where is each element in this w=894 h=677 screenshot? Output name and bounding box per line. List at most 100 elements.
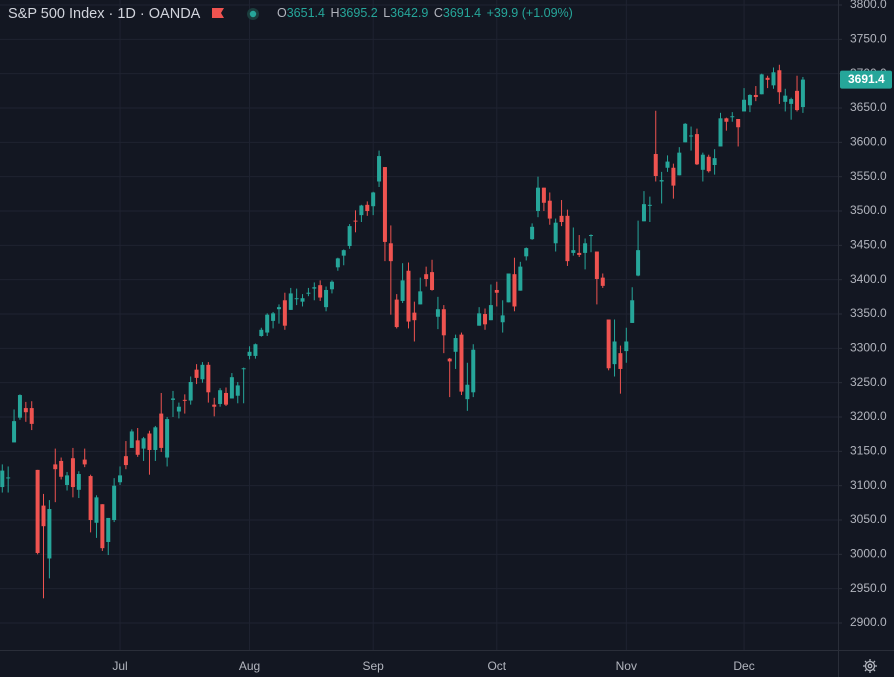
flag-icon[interactable] [212, 8, 224, 18]
candle-body [588, 235, 593, 237]
x-tick-label: Dec [733, 659, 754, 673]
candle-body [112, 485, 117, 521]
candle-body [624, 341, 629, 352]
y-tick-label: 3450.0 [850, 238, 887, 252]
candle-body [318, 285, 323, 298]
candle-body [276, 307, 281, 310]
candle-body [671, 167, 676, 186]
y-tick-label: 2900.0 [850, 615, 887, 629]
candle-body [282, 300, 287, 326]
y-tick-label: 3500.0 [850, 203, 887, 217]
candle-body [771, 72, 776, 86]
candle-body [583, 243, 588, 253]
high-label: H [330, 6, 339, 20]
candle-body [759, 74, 764, 95]
axes: 3800.03750.03700.03650.03600.03550.03500… [112, 0, 892, 673]
candle-body [106, 517, 111, 542]
candle-body [12, 421, 17, 443]
candle-body [288, 293, 293, 310]
candle-body [594, 251, 599, 279]
candle-body [683, 123, 688, 143]
candle-body [271, 313, 276, 321]
candle-body [730, 116, 735, 118]
candle-body [53, 464, 58, 470]
candle-body [223, 392, 228, 405]
candle-body [65, 475, 70, 485]
candle-body [388, 243, 393, 262]
y-tick-label: 3400.0 [850, 272, 887, 286]
candle-body [218, 390, 223, 404]
open-value: 3651.4 [287, 6, 325, 20]
candle-body [182, 399, 187, 401]
candle-body [171, 398, 176, 400]
change-value: +39.9 (+1.09%) [487, 6, 573, 20]
symbol-title: S&P 500 Index · 1D · OANDA [8, 6, 201, 22]
candle-body [100, 504, 105, 549]
candle-body [742, 99, 747, 112]
close-label: C [434, 6, 443, 20]
candle-body [165, 419, 170, 458]
candle-body [636, 250, 641, 276]
candle-body [412, 312, 417, 321]
candle-body [247, 351, 252, 356]
candle-body [353, 220, 358, 222]
candle-body [483, 314, 488, 325]
candle-body [394, 299, 399, 328]
candle-body [541, 187, 546, 203]
candle-body [23, 408, 28, 413]
candle-body [606, 319, 611, 369]
candle-body [118, 475, 123, 483]
candle-body [406, 270, 411, 322]
candle-body [465, 384, 470, 400]
candle-body [441, 309, 446, 336]
candle-body [94, 497, 99, 523]
candle-body [653, 154, 658, 176]
candle-body [259, 329, 264, 336]
candle-body [518, 266, 523, 291]
y-tick-label: 3550.0 [850, 169, 887, 183]
candle-body [477, 313, 482, 326]
settings-icon[interactable] [863, 659, 877, 673]
candle-body [435, 309, 440, 317]
candle-body [795, 90, 800, 111]
candle-body [641, 204, 646, 222]
candle-body [188, 381, 193, 401]
candle-body [123, 456, 128, 466]
candle-body [530, 226, 535, 240]
status-dot [249, 10, 257, 18]
y-tick-label: 3750.0 [850, 32, 887, 46]
candle-body [577, 252, 582, 255]
last-price-tag [840, 70, 892, 89]
y-tick-label: 3200.0 [850, 409, 887, 423]
candle-body [153, 427, 158, 450]
x-tick-label: Jul [112, 659, 127, 673]
close-value: 3691.4 [443, 6, 481, 20]
candle-body [700, 154, 705, 170]
candle-body [724, 118, 729, 122]
candle-body [47, 509, 52, 559]
candle-body [524, 248, 529, 257]
candle-body [29, 408, 34, 424]
candle-body [382, 167, 387, 242]
candle-body [512, 274, 517, 307]
candle-body [694, 134, 699, 165]
candle-body [471, 349, 476, 393]
candle-body [253, 344, 258, 356]
candle-body [341, 250, 346, 256]
candle-body [335, 258, 340, 268]
candle-body [559, 215, 564, 222]
candle-body [430, 272, 435, 290]
grid [0, 0, 838, 650]
candle-body [712, 158, 717, 166]
candle-body [488, 305, 493, 321]
x-tick-label: Sep [362, 659, 384, 673]
candle-body [129, 431, 134, 448]
candle-body [200, 364, 205, 380]
candle-body [659, 180, 664, 182]
candle-body [536, 187, 541, 212]
y-tick-label: 3150.0 [850, 444, 887, 458]
candle-body [753, 94, 758, 98]
y-tick-label: 2950.0 [850, 581, 887, 595]
candle-body [618, 353, 623, 369]
candle-body [718, 118, 723, 147]
